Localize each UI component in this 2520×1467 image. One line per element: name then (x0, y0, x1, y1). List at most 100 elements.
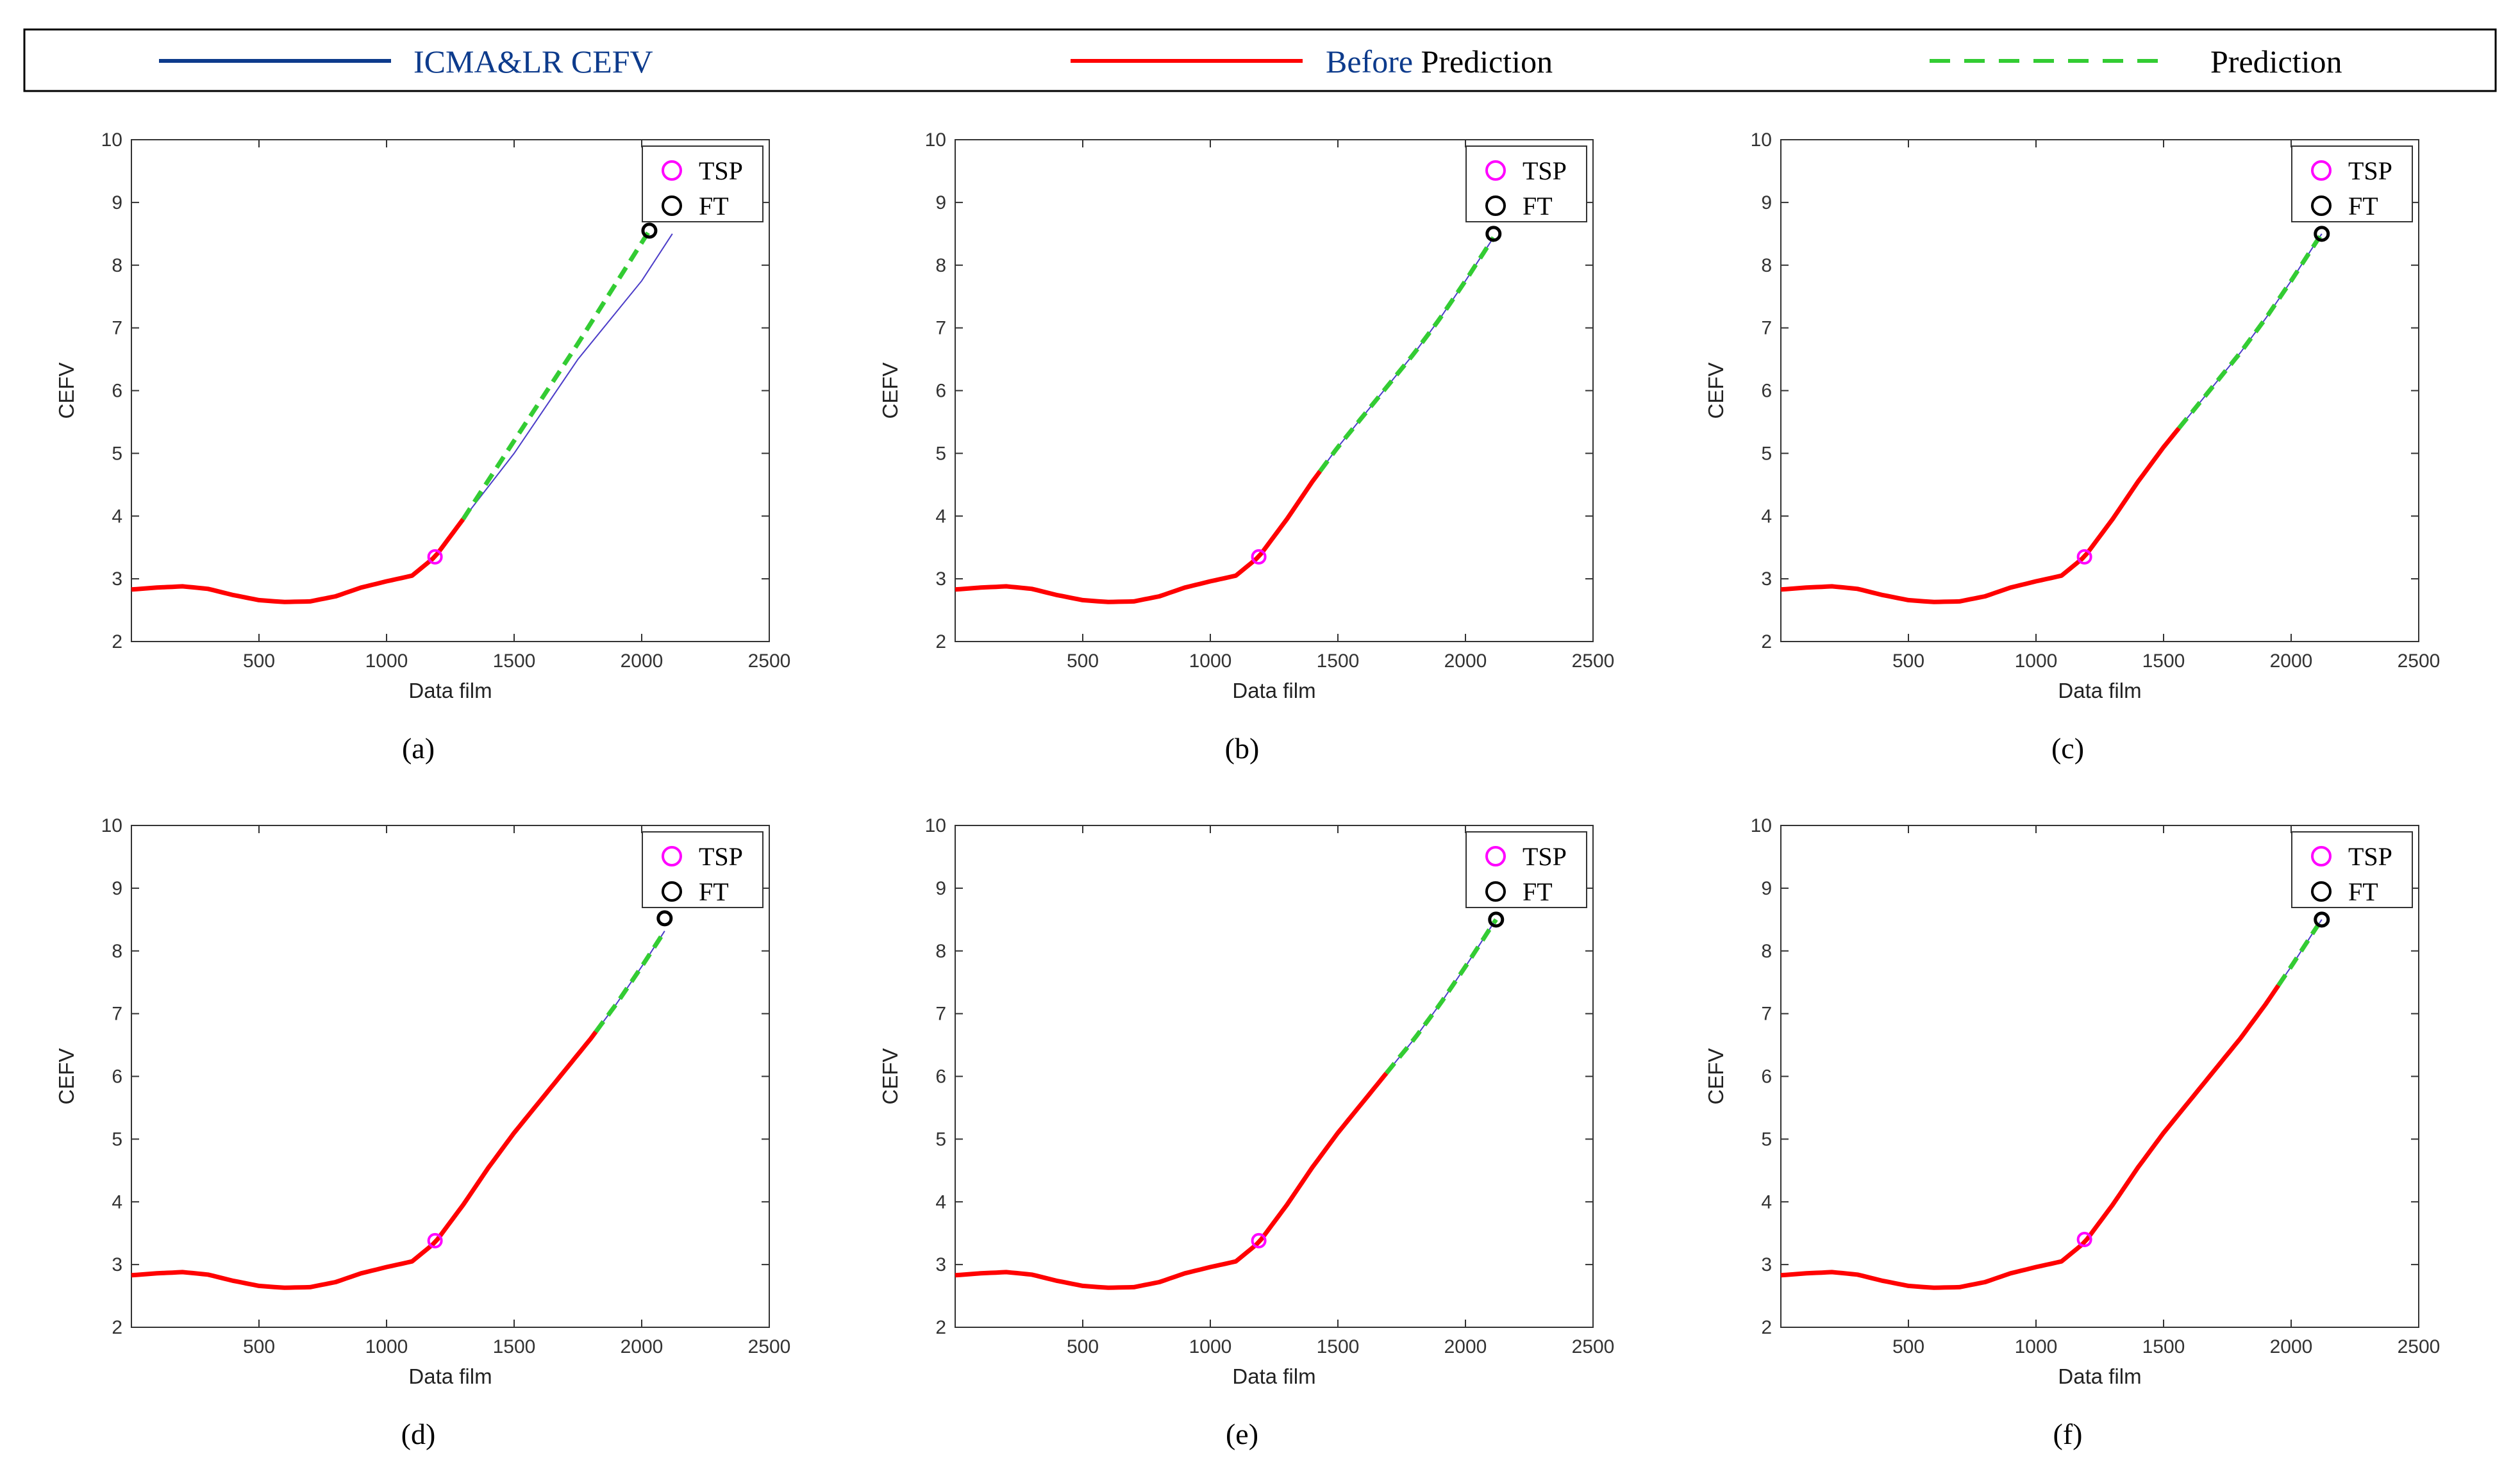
y-tick-label: 5 (1761, 443, 1772, 464)
before-prediction-line (1780, 984, 2280, 1290)
y-tick-label: 4 (112, 506, 122, 527)
legend-label-icma: ICMA&LR CEFV (413, 44, 653, 79)
x-tick-label: 1500 (1317, 651, 1360, 672)
y-tick-label: 3 (935, 1254, 946, 1275)
ft-marker (2314, 911, 2330, 928)
y-tick-label: 8 (935, 255, 946, 276)
chart-panel-a: 2 3 4 5 6 7 8 9 10 500 1000 1500 2000 2500 Data film CE… (54, 129, 790, 765)
y-tick-label: 3 (1761, 1254, 1772, 1275)
inner-legend: TSP FT (1465, 831, 1587, 908)
chart-panel-f: 2 3 4 5 6 7 8 9 10 500 1000 1500 2000 2500 Data film CE… (1704, 815, 2440, 1450)
inner-legend-tsp-label: TSP (1523, 156, 1567, 185)
chart-panel-c: 2 3 4 5 6 7 8 9 10 500 1000 1500 2000 2500 Data film CE… (1704, 129, 2440, 765)
y-tick-label: 9 (1761, 878, 1772, 899)
y-tick-label: 7 (1761, 318, 1772, 339)
x-axis-label: Data film (408, 1364, 492, 1388)
x-tick-label: 500 (1892, 1336, 1924, 1357)
x-tick-label: 500 (243, 651, 275, 672)
y-tick-label: 7 (935, 318, 946, 339)
panel-label: (e) (1226, 1418, 1258, 1450)
tsp-marker (2076, 549, 2092, 565)
inner-legend-ft-label: FT (699, 877, 729, 906)
inner-legend-tsp-marker (2311, 160, 2332, 181)
prediction-line (1318, 236, 1496, 473)
y-tick-label: 4 (1761, 506, 1772, 527)
y-axis-label: CEFV (54, 1048, 78, 1104)
panel-label: (a) (402, 732, 435, 765)
y-tick-label: 9 (112, 192, 122, 213)
x-tick-label: 2000 (621, 651, 663, 672)
x-tick-label: 2500 (1572, 651, 1615, 672)
y-tick-label: 10 (925, 129, 946, 151)
y-tick-label: 8 (1761, 255, 1772, 276)
y-tick-label: 6 (112, 381, 122, 402)
x-tick-label: 1500 (2142, 1336, 2185, 1357)
x-tick-label: 500 (1067, 651, 1099, 672)
y-tick-label: 3 (112, 1254, 122, 1275)
x-tick-label: 500 (1067, 1336, 1099, 1357)
inner-legend-tsp-marker (2311, 846, 2332, 866)
chart-panel-d: 2 3 4 5 6 7 8 9 10 500 1000 1500 2000 2500 Data film CE… (54, 815, 790, 1450)
inner-legend: TSP FT (642, 145, 764, 222)
inner-legend-tsp-marker (1485, 160, 1506, 181)
plot-area (131, 139, 770, 642)
y-tick-label: 5 (112, 443, 122, 464)
inner-legend: TSP FT (642, 831, 764, 908)
prediction-line (594, 929, 667, 1034)
inner-legend-tsp-marker (662, 160, 682, 181)
inner-legend-ft-marker (2311, 195, 2332, 216)
y-tick-label: 8 (935, 941, 946, 962)
x-tick-label: 2500 (2398, 651, 2441, 672)
x-tick-label: 2500 (748, 651, 791, 672)
y-tick-label: 7 (935, 1004, 946, 1025)
y-tick-label: 6 (935, 1066, 946, 1088)
y-tick-label: 6 (1761, 381, 1772, 402)
plot-area (1780, 139, 2419, 642)
inner-legend-ft-marker (1485, 195, 1506, 216)
y-axis-label: CEFV (1704, 362, 1728, 419)
ft-marker (641, 222, 658, 239)
panel-label: (c) (2051, 732, 2084, 765)
x-tick-label: 1500 (1317, 1336, 1360, 1357)
inner-legend-tsp-label: TSP (699, 156, 743, 185)
y-tick-label: 6 (112, 1066, 122, 1088)
x-axis-label: Data film (2058, 1364, 2141, 1388)
y-tick-label: 8 (1761, 941, 1772, 962)
x-tick-label: 2000 (2270, 651, 2313, 672)
x-tick-label: 1000 (2015, 1336, 2058, 1357)
y-tick-label: 8 (112, 941, 122, 962)
y-tick-label: 8 (112, 255, 122, 276)
inner-legend-ft-marker (1485, 881, 1506, 902)
x-tick-label: 2000 (621, 1336, 663, 1357)
y-tick-label: 9 (935, 878, 946, 899)
x-tick-label: 2500 (748, 1336, 791, 1357)
y-tick-label: 6 (935, 381, 946, 402)
x-axis-label: Data film (1232, 679, 1315, 702)
y-tick-label: 9 (1761, 192, 1772, 213)
y-tick-label: 3 (112, 568, 122, 590)
y-tick-label: 4 (1761, 1191, 1772, 1213)
x-axis-label: Data film (1232, 1364, 1315, 1388)
inner-legend-tsp-marker (1485, 846, 1506, 866)
prediction-line (1384, 918, 1498, 1075)
y-tick-label: 2 (935, 1317, 946, 1338)
inner-legend: TSP FT (2291, 145, 2413, 222)
y-tick-label: 4 (112, 1191, 122, 1213)
tsp-marker (427, 1232, 443, 1248)
y-tick-label: 2 (112, 631, 122, 652)
y-tick-label: 2 (1761, 1317, 1772, 1338)
inner-legend-ft-marker (662, 195, 682, 216)
x-tick-label: 1500 (493, 1336, 536, 1357)
y-tick-label: 7 (1761, 1004, 1772, 1025)
y-tick-label: 10 (1751, 815, 1772, 836)
x-tick-label: 2500 (2398, 1336, 2441, 1357)
ft-marker (1488, 911, 1505, 928)
chart-panel-b: 2 3 4 5 6 7 8 9 10 500 1000 1500 2000 2500 Data film CE… (878, 129, 1614, 765)
y-axis-label: CEFV (1704, 1048, 1728, 1104)
x-tick-label: 2500 (1572, 1336, 1615, 1357)
before-prediction-line (955, 470, 1322, 604)
inner-legend-ft-label: FT (1523, 192, 1553, 220)
x-axis-label: Data film (408, 679, 492, 702)
x-tick-label: 1000 (2015, 651, 2058, 672)
